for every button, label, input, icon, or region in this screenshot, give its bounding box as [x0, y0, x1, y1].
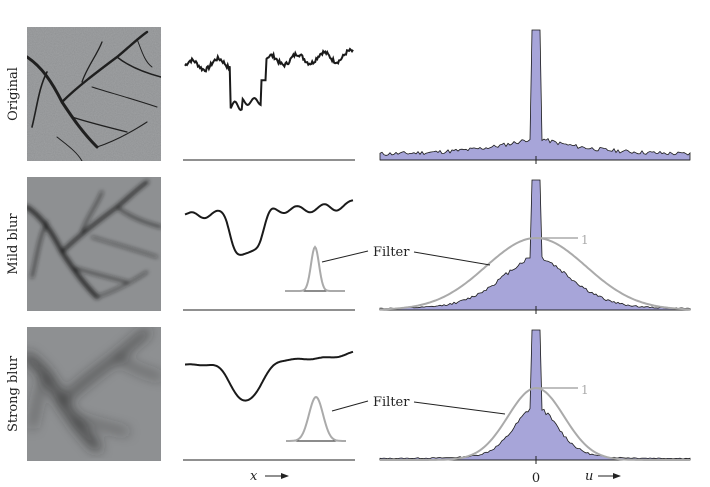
- filter-pointer-left: [331, 400, 369, 412]
- row-label: Original: [6, 67, 21, 121]
- kernel-curve: [286, 395, 346, 442]
- filter-response-curve: [380, 236, 691, 311]
- filter-annotation-row1: Filter 1: [321, 233, 589, 266]
- spectrum-row-0: [379, 29, 691, 164]
- photo: [27, 27, 161, 161]
- filter-response-curve: [380, 386, 690, 461]
- signal-curve: [185, 350, 354, 402]
- photo: [27, 177, 161, 311]
- u-label: u: [585, 469, 593, 484]
- filter-pointer-right: [413, 401, 506, 415]
- row-original: Original: [6, 27, 161, 161]
- signal-curve: [184, 199, 354, 256]
- row-label: Strong blur: [6, 355, 21, 432]
- filter-annotation-row2: Filter 1: [331, 383, 589, 415]
- row-label: Mild blur: [6, 213, 21, 275]
- signal-curve: [184, 47, 354, 112]
- x-axis-label: x: [250, 469, 289, 484]
- spectrum-area: [379, 29, 691, 161]
- profile-row-2: [183, 350, 355, 461]
- spectrum-row-2: [379, 329, 691, 464]
- filter-label: Filter: [373, 395, 410, 410]
- branches: [27, 30, 161, 161]
- filter-pointer-left: [321, 250, 369, 263]
- spectra: [379, 29, 691, 464]
- u-zero-tick: 0: [532, 471, 540, 486]
- u-axis-label: 0 u: [532, 469, 621, 486]
- profile-row-0: [183, 47, 355, 161]
- spectrum-area: [379, 179, 691, 311]
- filter-pointer-right: [413, 251, 491, 266]
- filter-one-label: 1: [581, 233, 589, 247]
- kernel-curve: [285, 245, 345, 292]
- photo: [27, 327, 161, 461]
- x-label: x: [250, 469, 258, 484]
- profile-row-1: [183, 199, 355, 311]
- spectrum-row-1: [379, 179, 691, 314]
- filter-one-label: 1: [581, 383, 589, 397]
- signal-profiles: [183, 47, 355, 461]
- spectrum-area: [379, 329, 691, 461]
- row-mild-blur: Mild blur: [6, 177, 161, 311]
- row-strong-blur: Strong blur: [6, 327, 161, 461]
- filter-label: Filter: [373, 245, 410, 260]
